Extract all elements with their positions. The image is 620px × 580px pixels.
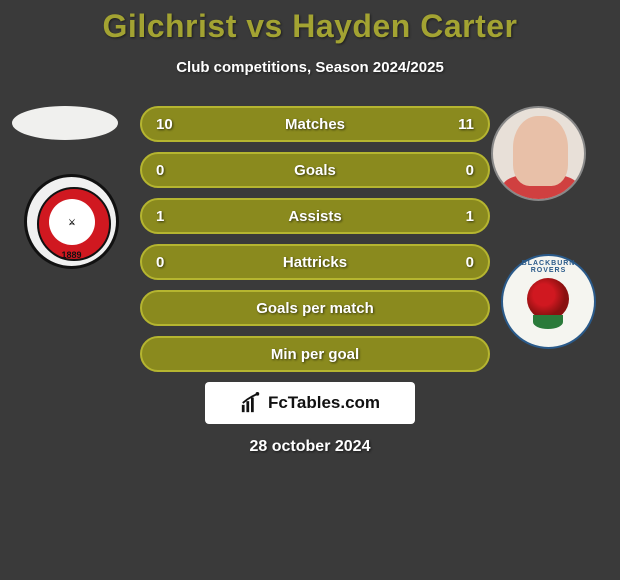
page-subtitle: Club competitions, Season 2024/2025 [0, 59, 620, 76]
footer-site-badge: FcTables.com [205, 382, 415, 424]
stat-label: Matches [142, 116, 488, 133]
stat-row-min-per-goal: Min per goal [140, 336, 490, 372]
crossed-swords-icon: ⚔ [49, 199, 95, 245]
stat-row-goals-per-match: Goals per match [140, 290, 490, 326]
stat-row-assists: 1 Assists 1 [140, 198, 490, 234]
stat-label: Assists [142, 208, 488, 225]
player-right-avatar [491, 106, 586, 201]
player-left-avatar [12, 106, 118, 140]
fctables-logo-icon [240, 392, 262, 414]
stat-row-goals: 0 Goals 0 [140, 152, 490, 188]
footer-date: 28 october 2024 [0, 438, 620, 456]
club-left-year: 1889 [27, 250, 116, 260]
stat-label: Goals per match [142, 300, 488, 317]
club-right-ring-text: BLACKBURN ROVERS [503, 260, 594, 274]
stat-row-hattricks: 0 Hattricks 0 [140, 244, 490, 280]
stat-label: Min per goal [142, 346, 488, 363]
stat-label: Hattricks [142, 254, 488, 271]
stat-label: Goals [142, 162, 488, 179]
footer-site-text: FcTables.com [268, 393, 380, 413]
club-right-badge: BLACKBURN ROVERS [501, 254, 596, 349]
comparison-content: ⚔ 1889 BLACKBURN ROVERS 10 Matches 11 0 … [0, 106, 620, 456]
club-left-badge: ⚔ 1889 [24, 174, 119, 269]
page-title: Gilchrist vs Hayden Carter [0, 0, 620, 45]
stat-row-matches: 10 Matches 11 [140, 106, 490, 142]
stat-rows: 10 Matches 11 0 Goals 0 1 Assists 1 0 Ha… [140, 106, 490, 372]
